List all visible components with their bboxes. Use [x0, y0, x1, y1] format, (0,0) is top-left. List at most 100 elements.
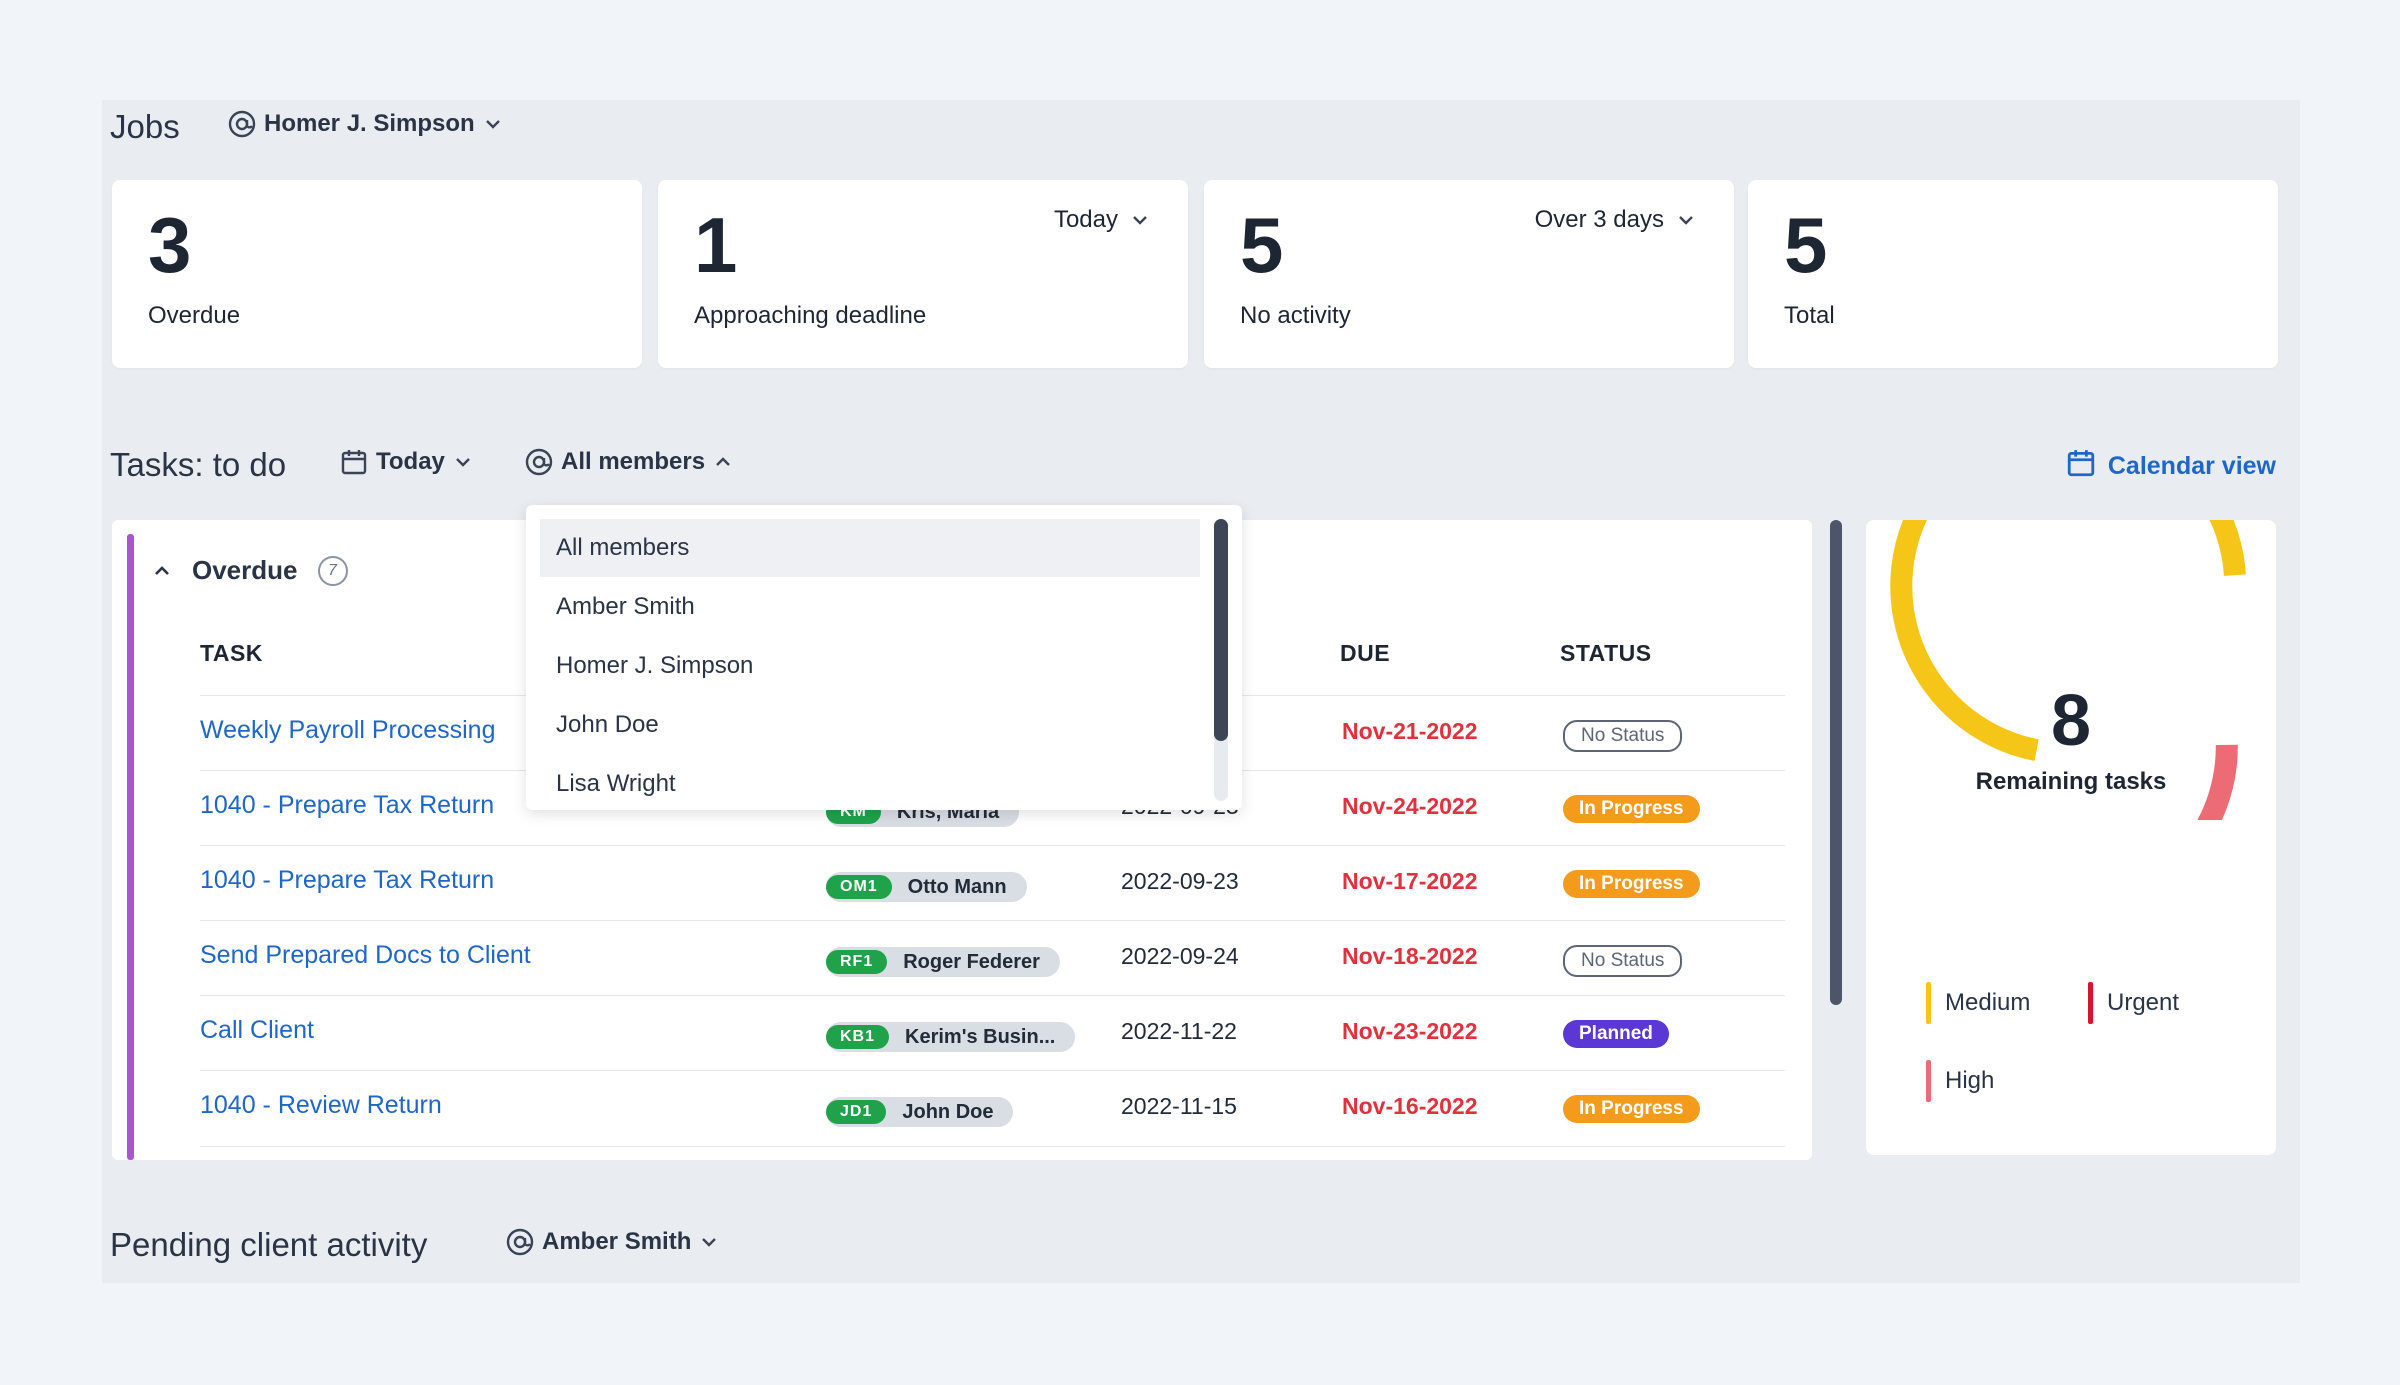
assignee-name: Kerim's Busin... [905, 1025, 1056, 1048]
assignee-name: Roger Federer [903, 950, 1040, 973]
calendar-view-link[interactable]: Calendar view [2066, 448, 2276, 485]
chevron-down-icon [1676, 210, 1696, 230]
start-date: 2022-11-15 [1121, 1093, 1237, 1119]
card-value: 1 [694, 201, 738, 289]
member-dropdown: All members Amber Smith Homer J. Simpson… [526, 505, 1242, 810]
dropdown-option-amber-smith[interactable]: Amber Smith [556, 593, 695, 620]
dropdown-option-all-members[interactable]: All members [540, 519, 1200, 577]
legend-item-high: High [1926, 1060, 1994, 1102]
card-label: Approaching deadline [694, 302, 927, 329]
calendar-icon [340, 448, 368, 476]
task-link[interactable]: Call Client [200, 1016, 314, 1044]
card-period-selector[interactable]: Over 3 days [1535, 206, 1696, 234]
card-overdue[interactable]: 3 Overdue [112, 180, 642, 368]
legend-label: Urgent [2107, 989, 2180, 1016]
status-badge[interactable]: In Progress [1563, 870, 1700, 898]
status-badge[interactable]: In Progress [1563, 795, 1700, 823]
due-date: Nov-17-2022 [1342, 868, 1478, 894]
task-link[interactable]: 1040 - Prepare Tax Return [200, 866, 495, 894]
due-date: Nov-18-2022 [1342, 943, 1478, 969]
card-value: 5 [1784, 201, 1828, 289]
card-total[interactable]: 5 Total [1748, 180, 2278, 368]
assignee-chip[interactable]: JD1 John Doe [826, 1097, 1014, 1127]
at-icon [525, 448, 553, 476]
status-badge[interactable]: In Progress [1563, 1095, 1700, 1123]
card-label: Total [1784, 302, 1835, 329]
assignee-chip[interactable]: RF1 Roger Federer [826, 947, 1060, 977]
tasks-date-label: Today [376, 448, 445, 475]
task-link[interactable]: Send Prepared Docs to Client [200, 941, 531, 969]
legend-swatch [2088, 982, 2093, 1024]
assignee-initials: JD1 [826, 1100, 887, 1124]
pending-member-label: Amber Smith [542, 1228, 692, 1255]
chevron-down-icon [453, 452, 473, 472]
tasks-date-filter[interactable]: Today [340, 448, 473, 476]
dropdown-option-lisa-wright[interactable]: Lisa Wright [556, 770, 676, 797]
dropdown-option-homer-simpson[interactable]: Homer J. Simpson [556, 652, 754, 679]
assignee-chip[interactable]: OM1 Otto Mann [826, 872, 1027, 902]
start-date: 2022-09-23 [1121, 868, 1239, 894]
legend-item-urgent: Urgent [2088, 982, 2179, 1024]
chevron-up-icon [713, 452, 733, 472]
task-link[interactable]: 1040 - Review Return [200, 1091, 442, 1119]
card-period-label: Today [1053, 206, 1118, 233]
tasks-member-filter[interactable]: All members [525, 448, 733, 476]
at-icon [228, 110, 256, 138]
card-value: 3 [148, 201, 192, 289]
status-badge[interactable]: No Status [1563, 945, 1683, 977]
assignee-initials: KB1 [826, 1025, 890, 1049]
assignee-initials: RF1 [826, 950, 888, 974]
calendar-icon [2066, 448, 2096, 485]
tasks-member-label: All members [561, 448, 706, 475]
table-row[interactable]: Call Client KB1 Kerim's Busin... 2022-11-… [200, 995, 1785, 1071]
card-value: 5 [1240, 201, 1284, 289]
dropdown-scroll-thumb[interactable] [1214, 519, 1228, 741]
dropdown-option-john-doe[interactable]: John Doe [556, 711, 659, 738]
start-date: 2022-11-22 [1121, 1018, 1237, 1044]
remaining-tasks-donut [1890, 520, 2246, 820]
due-date: Nov-24-2022 [1342, 793, 1478, 819]
status-badge[interactable]: No Status [1563, 720, 1683, 752]
jobs-title: Jobs [110, 108, 180, 145]
jobs-member-selector[interactable]: Homer J. Simpson [228, 110, 503, 138]
due-date: Nov-23-2022 [1342, 1018, 1478, 1044]
column-header-task[interactable]: TASK [200, 640, 263, 666]
assignee-name: John Doe [902, 1100, 994, 1123]
card-no-activity[interactable]: 5 No activity Over 3 days [1204, 180, 1734, 368]
column-header-due[interactable]: DUE [1340, 640, 1391, 666]
table-row[interactable]: 1040 - Review Return JD1 John Doe 2022-11… [200, 1070, 1785, 1147]
pending-title: Pending client activity [110, 1226, 428, 1263]
legend-swatch [1926, 982, 1931, 1024]
status-badge[interactable]: Planned [1563, 1020, 1669, 1048]
table-row[interactable]: Send Prepared Docs to Client RF1 Roger Fe… [200, 920, 1785, 996]
remaining-tasks-card: 8 Remaining tasks Medium Urgent High [1866, 520, 2276, 1155]
remaining-count: 8 [2050, 681, 2092, 761]
chevron-up-icon [152, 561, 172, 581]
task-link[interactable]: 1040 - Prepare Tax Return [200, 791, 495, 819]
legend-swatch [1926, 1060, 1931, 1102]
due-date: Nov-21-2022 [1342, 718, 1478, 744]
assignee-name: Otto Mann [907, 875, 1007, 898]
donut-segment-medium [1890, 520, 2246, 761]
chevron-down-icon [699, 1232, 719, 1252]
assignee-initials: OM1 [826, 875, 892, 899]
overdue-group-label: Overdue [192, 555, 298, 585]
calendar-view-label: Calendar view [2107, 452, 2276, 480]
chevron-down-icon [483, 114, 503, 134]
due-date: Nov-16-2022 [1342, 1093, 1478, 1119]
task-link[interactable]: Weekly Payroll Processing [200, 716, 496, 744]
card-approaching-deadline[interactable]: 1 Approaching deadline Today [658, 180, 1188, 368]
overdue-accent-bar [127, 534, 134, 1160]
start-date: 2022-09-24 [1121, 943, 1239, 969]
overdue-group-toggle[interactable]: Overdue 7 [152, 555, 348, 586]
tasks-scrollbar[interactable] [1830, 520, 1842, 1005]
assignee-chip[interactable]: KB1 Kerim's Busin... [826, 1022, 1076, 1052]
card-period-selector[interactable]: Today [1054, 206, 1150, 234]
card-label: No activity [1240, 302, 1351, 329]
legend-label: Medium [1945, 989, 2031, 1016]
pending-member-selector[interactable]: Amber Smith [506, 1228, 719, 1256]
tasks-title: Tasks: to do [110, 446, 287, 483]
table-row[interactable]: 1040 - Prepare Tax Return OM1 Otto Mann 2… [200, 845, 1785, 921]
donut-segment-high [2197, 744, 2238, 820]
column-header-status[interactable]: STATUS [1560, 640, 1652, 666]
